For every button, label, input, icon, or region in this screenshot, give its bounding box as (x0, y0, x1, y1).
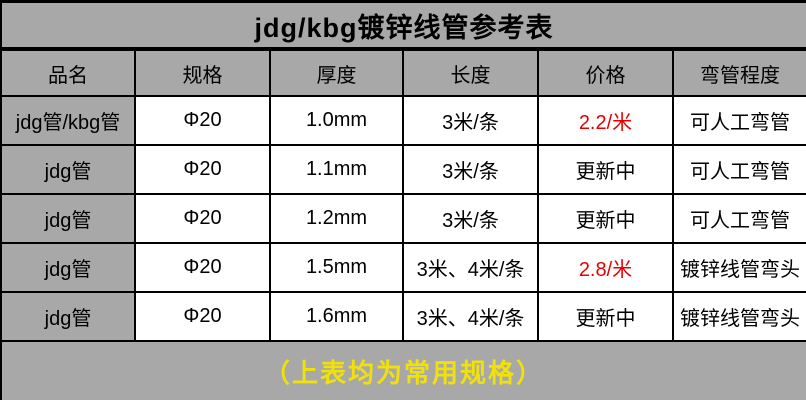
cell-spec: Φ20 (134, 291, 271, 342)
table-row: jdg管 Φ20 1.5mm 3米、4米/条 2.8/米 镀锌线管弯头 (2, 242, 806, 293)
header-bend: 弯管程度 (672, 51, 806, 97)
cell-thickness: 1.5mm (269, 242, 404, 293)
footer-note: （上表均为常用规格） (263, 357, 544, 388)
cell-bend: 镀锌线管弯头 (672, 242, 806, 293)
cell-thickness: 1.1mm (269, 144, 404, 195)
cell-bend: 可人工弯管 (672, 144, 806, 195)
cell-thickness: 1.6mm (269, 291, 404, 342)
cell-spec: Φ20 (134, 95, 271, 146)
table-row: jdg管 Φ20 1.2mm 3米/条 更新中 可人工弯管 (2, 193, 806, 244)
header-length: 长度 (402, 51, 539, 97)
cell-spec: Φ20 (134, 242, 271, 293)
cell-product: jdg管 (2, 144, 136, 195)
page-title: jdg/kbg镀锌线管参考表 (2, 3, 806, 51)
cell-thickness: 1.2mm (269, 193, 404, 244)
cell-product: jdg管 (2, 242, 136, 293)
cell-length: 3米、4米/条 (402, 291, 539, 342)
cell-product: jdg管 (2, 291, 136, 342)
cell-price: 更新中 (537, 144, 674, 195)
table-row: jdg管/kbg管 Φ20 1.0mm 3米/条 2.2/米 可人工弯管 (2, 95, 806, 146)
cell-bend: 镀锌线管弯头 (672, 291, 806, 342)
table-row: jdg管 Φ20 1.6mm 3米、4米/条 更新中 镀锌线管弯头 (2, 291, 806, 342)
cell-product: jdg管 (2, 193, 136, 244)
header-price: 价格 (537, 51, 674, 97)
conduit-reference-table: 品名 规格 厚度 长度 价格 弯管程度 jdg管/kbg管 Φ20 1.0mm 3米/… (2, 51, 806, 342)
cell-price: 2.2/米 (537, 95, 674, 146)
table-header: 品名 规格 厚度 长度 价格 弯管程度 (2, 51, 806, 97)
cell-spec: Φ20 (134, 193, 271, 244)
cell-price: 更新中 (537, 193, 674, 244)
cell-thickness: 1.0mm (269, 95, 404, 146)
cell-bend: 可人工弯管 (672, 193, 806, 244)
cell-price: 2.8/米 (537, 242, 674, 293)
header-row: 品名 规格 厚度 长度 价格 弯管程度 (2, 51, 806, 97)
cell-product: jdg管/kbg管 (2, 95, 136, 146)
cell-spec: Φ20 (134, 144, 271, 195)
cell-length: 3米/条 (402, 95, 539, 146)
header-thickness: 厚度 (269, 51, 404, 97)
cell-length: 3米/条 (402, 193, 539, 244)
header-spec: 规格 (134, 51, 271, 97)
cell-length: 3米、4米/条 (402, 242, 539, 293)
table-row: jdg管 Φ20 1.1mm 3米/条 更新中 可人工弯管 (2, 144, 806, 195)
header-product: 品名 (2, 51, 136, 97)
cell-bend: 可人工弯管 (672, 95, 806, 146)
table-body: jdg管/kbg管 Φ20 1.0mm 3米/条 2.2/米 可人工弯管 jdg管 Φ20 1.… (2, 95, 806, 342)
cell-length: 3米/条 (402, 144, 539, 195)
cell-price: 更新中 (537, 291, 674, 342)
